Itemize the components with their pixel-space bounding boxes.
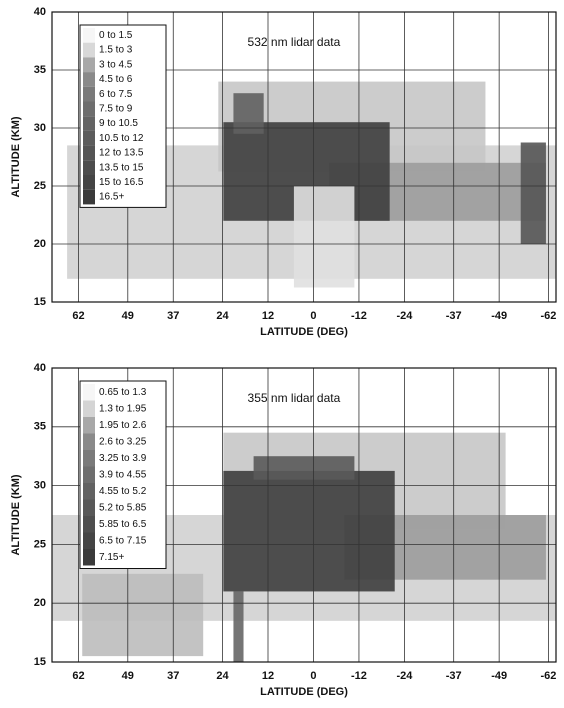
scatter-region bbox=[253, 456, 355, 480]
x-tick-label: 37 bbox=[167, 670, 179, 682]
x-tick-label: 37 bbox=[167, 310, 179, 322]
legend-swatch bbox=[83, 130, 95, 146]
legend-swatch bbox=[83, 549, 95, 566]
y-tick-label: 40 bbox=[34, 6, 46, 18]
legend-swatch bbox=[83, 145, 95, 161]
x-tick-label: 0 bbox=[310, 670, 316, 682]
x-tick-label: -37 bbox=[446, 310, 462, 322]
legend-label: 6.5 to 7.15 bbox=[99, 535, 147, 546]
y-axis-label: ALTITUDE (KM) bbox=[10, 474, 22, 555]
x-tick-label: -24 bbox=[396, 310, 413, 322]
x-tick-label: -24 bbox=[396, 670, 413, 682]
scatter-region bbox=[82, 573, 204, 657]
legend-label: 6 to 7.5 bbox=[99, 89, 133, 100]
legend-label: 5.85 to 6.5 bbox=[99, 519, 147, 530]
x-tick-label: 62 bbox=[72, 310, 84, 322]
legend-swatch bbox=[83, 483, 95, 500]
scatter-region bbox=[520, 142, 546, 244]
y-tick-label: 35 bbox=[34, 421, 46, 433]
legend-label: 0 to 1.5 bbox=[99, 30, 133, 41]
legend-label: 1.95 to 2.6 bbox=[99, 420, 147, 431]
legend-label: 3.25 to 3.9 bbox=[99, 453, 147, 464]
x-tick-label: -62 bbox=[540, 310, 556, 322]
chart: 62 49 37 24 12 0 -12 -24 -37 -49 -62 15 20 25 30 35 40 LA… bbox=[10, 6, 557, 338]
legend-label: 16.5+ bbox=[99, 192, 124, 203]
legend-swatch bbox=[83, 175, 95, 190]
x-tick-label: -62 bbox=[540, 670, 556, 682]
annotation: 532 nm lidar data bbox=[248, 35, 341, 49]
legend-swatch bbox=[83, 57, 95, 73]
legend-swatch bbox=[83, 516, 95, 533]
x-tick-label: 0 bbox=[310, 310, 316, 322]
legend-swatch bbox=[83, 42, 95, 58]
y-tick-label: 20 bbox=[34, 597, 46, 609]
y-tick-label: 30 bbox=[34, 480, 46, 492]
x-tick-label: -37 bbox=[446, 670, 462, 682]
legend-label: 7.5 to 9 bbox=[99, 103, 133, 114]
x-tick-label: -12 bbox=[351, 670, 367, 682]
scatter-region bbox=[233, 93, 264, 134]
legend-swatch bbox=[83, 101, 95, 117]
x-tick-label: 49 bbox=[122, 670, 134, 682]
legend-swatch bbox=[83, 400, 95, 417]
legend-swatch bbox=[83, 116, 95, 131]
scatter-region bbox=[233, 591, 244, 662]
legend-label: 15 to 16.5 bbox=[99, 177, 144, 188]
legend-label: 1.5 to 3 bbox=[99, 45, 133, 56]
annotation: 355 nm lidar data bbox=[248, 391, 341, 405]
legend-swatch bbox=[83, 450, 95, 467]
chart: 62 49 37 24 12 0 -12 -24 -37 -49 -62 15 20 25 30 35 40 LA… bbox=[10, 362, 557, 698]
x-axis-label: LATITUDE (DEG) bbox=[260, 326, 348, 338]
legend-swatch bbox=[83, 466, 95, 483]
legend-label: 10.5 to 12 bbox=[99, 133, 144, 144]
legend-swatch bbox=[83, 72, 95, 87]
scatter-region bbox=[223, 470, 395, 592]
x-tick-label: 62 bbox=[72, 670, 84, 682]
legend-label: 4.5 to 6 bbox=[99, 74, 133, 85]
x-tick-label: 12 bbox=[262, 310, 274, 322]
x-tick-label: 24 bbox=[216, 670, 229, 682]
legend-label: 0.65 to 1.3 bbox=[99, 387, 147, 398]
y-tick-label: 15 bbox=[34, 656, 46, 668]
x-tick-label: 49 bbox=[122, 310, 134, 322]
y-tick-label: 25 bbox=[34, 538, 46, 550]
y-tick-label: 35 bbox=[34, 64, 46, 76]
y-tick-label: 30 bbox=[34, 122, 46, 134]
x-tick-label: 24 bbox=[216, 310, 229, 322]
legend-label: 1.3 to 1.95 bbox=[99, 403, 147, 414]
legend-label: 5.2 to 5.85 bbox=[99, 502, 147, 513]
legend-swatch bbox=[83, 189, 95, 205]
plot-frame bbox=[51, 367, 557, 663]
y-tick-label: 20 bbox=[34, 238, 46, 250]
legend-label: 2.6 to 3.25 bbox=[99, 436, 147, 447]
y-axis-label: ALTITUDE (KM) bbox=[10, 116, 22, 197]
scatter-region bbox=[293, 186, 355, 288]
x-tick-label: 12 bbox=[262, 670, 274, 682]
legend-swatch bbox=[83, 86, 95, 102]
y-tick-label: 25 bbox=[34, 180, 46, 192]
legend-swatch bbox=[83, 433, 95, 450]
legend-label: 12 to 13.5 bbox=[99, 148, 144, 159]
legend-swatch bbox=[83, 384, 95, 401]
legend-swatch bbox=[83, 417, 95, 434]
legend-swatch bbox=[83, 532, 95, 549]
legend-label: 13.5 to 15 bbox=[99, 162, 144, 173]
legend-swatch bbox=[83, 499, 95, 516]
legend-label: 4.55 to 5.2 bbox=[99, 486, 147, 497]
y-tick-label: 15 bbox=[34, 296, 46, 308]
legend-label: 9 to 10.5 bbox=[99, 118, 138, 129]
legend-label: 7.15+ bbox=[99, 552, 124, 563]
x-tick-label: -12 bbox=[351, 310, 367, 322]
legend-swatch bbox=[83, 28, 95, 43]
legend-label: 3.9 to 4.55 bbox=[99, 469, 147, 480]
x-tick-label: -49 bbox=[491, 310, 507, 322]
legend-label: 3 to 4.5 bbox=[99, 59, 133, 70]
plot-frame bbox=[51, 11, 557, 303]
y-tick-label: 40 bbox=[34, 362, 46, 374]
x-axis-label: LATITUDE (DEG) bbox=[260, 686, 348, 698]
x-tick-label: -49 bbox=[491, 670, 507, 682]
legend-swatch bbox=[83, 160, 95, 175]
